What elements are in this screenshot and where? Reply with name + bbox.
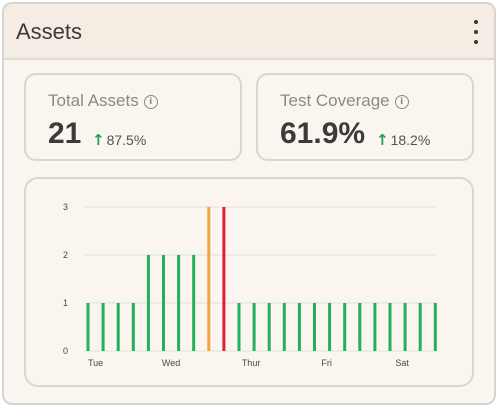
x-tick-label: Tue	[88, 358, 103, 368]
chart-bar[interactable]	[162, 255, 165, 351]
chart-bar[interactable]	[131, 303, 135, 351]
chart-bar[interactable]	[146, 255, 150, 351]
chart-bar[interactable]	[373, 303, 377, 351]
x-tick-label: Sat	[395, 358, 409, 368]
test-coverage-delta: ↑ 18.2%	[376, 131, 430, 149]
chart-bar[interactable]	[418, 303, 422, 351]
chart-bar[interactable]	[313, 303, 316, 351]
total-assets-delta-value: 87.5%	[106, 132, 147, 148]
arrow-up-icon: ↑	[92, 131, 105, 149]
x-tick-label: Wed	[162, 358, 180, 368]
info-icon[interactable]: i	[143, 95, 158, 109]
chart-bar[interactable]	[101, 303, 105, 351]
asset-history-chart-card: 0 1 2 3 Tue Wed Thur Fri Sat	[24, 177, 474, 387]
arrow-up-icon: ↑	[376, 131, 389, 149]
panel-header: Assets	[4, 4, 494, 60]
test-coverage-label: Test Coverage i	[280, 91, 409, 111]
test-coverage-delta-value: 18.2%	[390, 132, 431, 148]
chart-bar[interactable]	[328, 303, 332, 351]
panel-title: Assets	[16, 19, 83, 44]
chart-bar[interactable]	[297, 303, 301, 351]
chart-bar[interactable]	[343, 303, 347, 351]
chart-bar[interactable]	[177, 255, 181, 351]
chart-bar[interactable]	[267, 303, 271, 351]
chart-bar[interactable]	[192, 255, 196, 351]
chart-bar[interactable]	[86, 303, 90, 351]
y-tick-label: 3	[63, 202, 68, 212]
total-assets-label-text: Total Assets	[48, 91, 139, 110]
chart-bar[interactable]	[222, 207, 226, 351]
total-assets-delta: ↑ 87.5%	[92, 131, 146, 149]
total-assets-label: Total Assets i	[48, 91, 158, 111]
x-tick-label: Thur	[242, 358, 261, 368]
y-tick-label: 0	[63, 346, 68, 356]
chart-bar[interactable]	[403, 303, 407, 351]
more-vertical-icon[interactable]	[472, 18, 480, 46]
chart-bar[interactable]	[433, 303, 437, 351]
test-coverage-value: 61.9%	[280, 117, 366, 150]
info-icon[interactable]: i	[394, 95, 409, 109]
chart-bar[interactable]	[282, 303, 286, 351]
chart-bar[interactable]	[388, 303, 392, 351]
test-coverage-label-text: Test Coverage	[280, 91, 390, 110]
chart-bar[interactable]	[116, 303, 120, 351]
chart-bar[interactable]	[252, 303, 256, 351]
chart-bar[interactable]	[358, 303, 362, 351]
asset-history-chart: 0 1 2 3 Tue Wed Thur Fri Sat	[63, 202, 437, 368]
test-coverage-card: Test Coverage i 61.9% ↑ 18.2%	[256, 73, 474, 161]
chart-bar[interactable]	[207, 207, 211, 351]
total-assets-card: Total Assets i 21 ↑ 87.5%	[24, 73, 242, 161]
total-assets-value: 21	[48, 117, 82, 150]
x-tick-label: Fri	[321, 358, 332, 368]
chart-bar[interactable]	[237, 303, 241, 351]
y-tick-label: 1	[63, 298, 68, 308]
y-tick-label: 2	[63, 250, 68, 260]
